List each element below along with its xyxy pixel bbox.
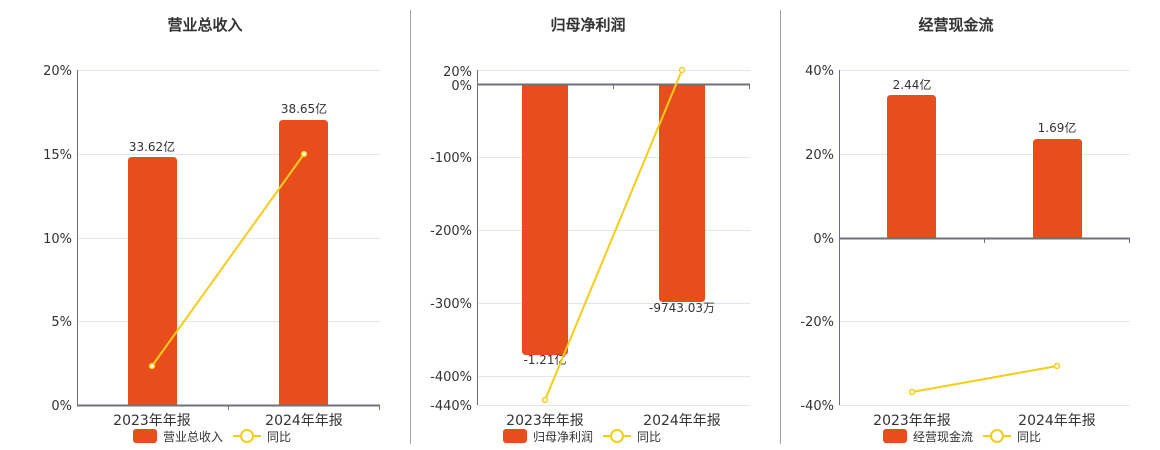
y-axis-labels: 20% 15% 10% 5% 0% xyxy=(43,64,72,414)
legend-bar-swatch[interactable] xyxy=(503,429,527,443)
yoy-point xyxy=(908,388,916,396)
legend-bar-label[interactable]: 营业总收入 xyxy=(163,429,224,444)
chart-plot: 20% 0% -100% -200% -300% -400% -440% -1.… xyxy=(430,65,750,429)
svg-text:40%: 40% xyxy=(805,64,834,79)
chart-panel-net-profit: 归母净利润 xyxy=(411,0,781,450)
svg-text:2024年年报: 2024年年报 xyxy=(1018,413,1096,429)
svg-text:-40%: -40% xyxy=(800,399,834,414)
svg-text:0%: 0% xyxy=(451,79,472,94)
chart-legend: 营业总收入 同比 xyxy=(133,428,291,444)
bar-2023[interactable] xyxy=(522,84,568,355)
yoy-point xyxy=(148,362,156,370)
yoy-line xyxy=(151,153,305,367)
chart-legend: 归母净利润 同比 xyxy=(503,428,661,444)
svg-text:-300%: -300% xyxy=(430,297,472,312)
legend-line-icon[interactable] xyxy=(983,429,1012,443)
x-axis-labels: 2023年年报 2024年年报 xyxy=(506,413,721,429)
yoy-point xyxy=(1053,362,1061,370)
svg-text:20%: 20% xyxy=(443,65,472,80)
legend-line-icon[interactable] xyxy=(603,429,632,443)
y-axis-labels: 40% 20% 0% -20% -40% xyxy=(800,64,834,414)
svg-text:-1.21亿: -1.21亿 xyxy=(523,352,566,367)
legend-bar-label[interactable]: 归母净利润 xyxy=(533,429,594,444)
legend-bar-swatch[interactable] xyxy=(883,429,907,443)
x-axis-labels: 2023年年报 2024年年报 xyxy=(873,413,1096,429)
legend-bar-swatch[interactable] xyxy=(133,429,157,443)
legend-line-label[interactable]: 同比 xyxy=(267,429,292,444)
chart-panel-operating-cashflow: 经营现金流 xyxy=(781,0,1160,450)
legend-line-label[interactable]: 同比 xyxy=(1017,429,1042,444)
gridlines xyxy=(77,70,380,322)
svg-text:2023年年报: 2023年年报 xyxy=(873,413,951,429)
yoy-point xyxy=(541,396,549,404)
bar-2023[interactable] xyxy=(128,157,177,405)
svg-text:2.44亿: 2.44亿 xyxy=(893,77,932,92)
yoy-point xyxy=(678,66,686,74)
svg-text:-9743.03万: -9743.03万 xyxy=(649,301,715,315)
svg-text:2024年年报: 2024年年报 xyxy=(265,413,343,429)
svg-text:20%: 20% xyxy=(805,148,834,163)
svg-text:-400%: -400% xyxy=(430,370,472,385)
svg-text:38.65亿: 38.65亿 xyxy=(281,101,327,116)
legend-line-label[interactable]: 同比 xyxy=(637,429,662,444)
svg-text:2023年年报: 2023年年报 xyxy=(506,413,584,429)
legend-line-icon[interactable] xyxy=(233,429,262,443)
panel-divider xyxy=(780,10,781,444)
svg-text:0%: 0% xyxy=(813,232,834,247)
svg-text:-440%: -440% xyxy=(430,399,472,414)
chart-title: 经营现金流 xyxy=(918,16,994,34)
yoy-point xyxy=(300,150,308,158)
bar-2024[interactable] xyxy=(1033,139,1082,238)
chart-title: 归母净利润 xyxy=(550,16,626,34)
svg-text:33.62亿: 33.62亿 xyxy=(129,139,175,154)
svg-text:0%: 0% xyxy=(51,399,72,414)
yoy-line xyxy=(911,365,1058,393)
svg-text:2023年年报: 2023年年报 xyxy=(113,413,191,429)
svg-text:5%: 5% xyxy=(51,315,72,330)
svg-text:1.69亿: 1.69亿 xyxy=(1038,120,1077,135)
chart-legend: 经营现金流 同比 xyxy=(883,428,1041,444)
bar-2024[interactable] xyxy=(279,120,328,405)
bar-value-labels: 2.44亿 1.69亿 xyxy=(893,77,1077,135)
svg-text:20%: 20% xyxy=(43,64,72,79)
svg-text:10%: 10% xyxy=(43,232,72,247)
svg-text:15%: 15% xyxy=(43,148,72,163)
yoy-line xyxy=(544,69,683,401)
svg-text:-20%: -20% xyxy=(800,315,834,330)
bar-2024[interactable] xyxy=(659,84,705,302)
bar-value-labels: 33.62亿 38.65亿 xyxy=(129,101,327,154)
legend-bar-label[interactable]: 经营现金流 xyxy=(913,429,974,444)
panel-divider xyxy=(410,10,411,444)
gridlines xyxy=(477,70,750,406)
svg-text:-100%: -100% xyxy=(430,151,472,166)
y-axis-labels: 20% 0% -100% -200% -300% -400% -440% xyxy=(430,65,472,414)
svg-text:-200%: -200% xyxy=(430,224,472,239)
chart-panel-revenue: 营业总收入 20% 15% 10% 5% 0% 33.62亿 38.65亿 20… xyxy=(0,0,410,450)
bar-2023[interactable] xyxy=(887,95,936,238)
bar-value-labels: -1.21亿 -9743.03万 xyxy=(523,301,715,367)
x-axis-labels: 2023年年报 2024年年报 xyxy=(113,413,343,429)
chart-plot: 20% 15% 10% 5% 0% 33.62亿 38.65亿 2023年年报 … xyxy=(43,64,380,429)
svg-text:2024年年报: 2024年年报 xyxy=(643,413,721,429)
chart-title: 营业总收入 xyxy=(167,16,243,34)
chart-plot: 40% 20% 0% -20% -40% 2.44亿 1.69亿 2023年年报… xyxy=(800,64,1130,429)
